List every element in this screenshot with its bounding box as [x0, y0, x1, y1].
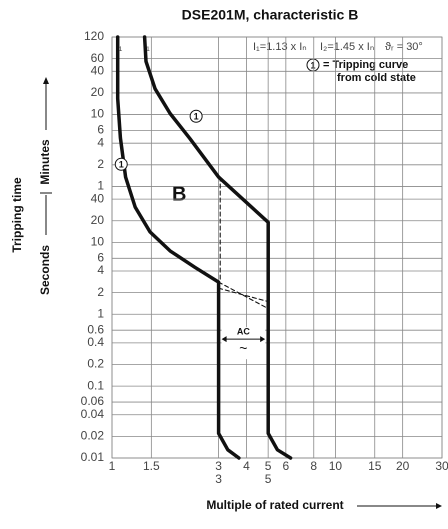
note-symbol-text: 1: [310, 60, 315, 70]
x-axis-label: Multiple of rated current: [206, 498, 343, 512]
y-tick-label: 4: [97, 135, 104, 149]
y-tick-label: 40: [91, 191, 105, 205]
x-limit-label: 5: [265, 472, 272, 486]
curve-marker-label: 1: [119, 160, 124, 170]
x-tick-label: 4: [243, 459, 250, 473]
curve-marker: [114, 157, 128, 171]
y-tick-label: 20: [91, 213, 105, 227]
dashed-curve: [218, 287, 269, 303]
y-tick-label: 0.1: [87, 378, 104, 392]
dashed-curve: [218, 281, 269, 310]
y-unit-seconds: Seconds: [38, 245, 52, 295]
x-tick-label: 1.5: [143, 459, 160, 473]
curve-marker-label: 1: [194, 112, 199, 122]
y-tick-label: 20: [91, 85, 105, 99]
y-axis-label: Tripping time: [10, 177, 24, 253]
note-text: from cold state: [337, 72, 416, 84]
ac-background: [221, 327, 266, 360]
y-tick-label: 0.06: [81, 394, 105, 408]
y-unit-minutes: Minutes: [38, 139, 52, 185]
y-tick-label: 0.01: [81, 450, 105, 464]
condition: I₁=1.13 x Iₙ: [253, 41, 307, 53]
x-tick-label: 5: [265, 459, 272, 473]
x-tick-label: 20: [396, 459, 410, 473]
y-tick-label: 0.6: [87, 322, 104, 336]
trip-curve: [142, 35, 293, 460]
y-tick-label: 120: [84, 29, 104, 43]
chart-title: DSE201M, characteristic B: [182, 7, 359, 23]
y-tick-label: 10: [91, 107, 105, 121]
note-text: = Tripping curve: [323, 59, 408, 71]
trip-curve: [115, 35, 241, 460]
curve-label: B: [172, 183, 186, 205]
x-tick-label: 6: [283, 459, 290, 473]
y-tick-label: 0.4: [87, 335, 104, 349]
y-tick-label: 6: [97, 123, 104, 137]
y-tick-label: 2: [97, 285, 104, 299]
y-tick-label: 4: [97, 263, 104, 277]
y-tick-label: 1: [97, 306, 104, 320]
x-tick-label: 15: [368, 459, 382, 473]
curve-marker: [189, 109, 203, 123]
y-tick-label: 6: [97, 250, 104, 264]
condition: ϑᵣ = 30°: [385, 41, 423, 53]
x-tick-label: 1: [109, 459, 116, 473]
x-limit-label: 3: [215, 472, 222, 486]
y-tick-label: 60: [91, 51, 105, 65]
ac-symbol: ~: [239, 340, 247, 356]
ac-arrow-head: [221, 336, 266, 343]
y-tick-label: 10: [91, 235, 105, 249]
plot-frame: [111, 36, 443, 459]
x-tick-label: 3: [215, 459, 222, 473]
y-tick-label: 0.04: [81, 407, 105, 421]
y-tick-label: 0.02: [81, 429, 105, 443]
x-tick-label: 8: [310, 459, 317, 473]
y-tick-label: 40: [91, 63, 105, 77]
y-tick-label: 2: [97, 157, 104, 171]
condition: I₂=1.45 x Iₙ: [320, 41, 374, 53]
ac-label: AC: [237, 327, 250, 337]
x-tick-label: 10: [329, 459, 343, 473]
y-tick-label: 0.2: [87, 357, 104, 371]
x-arrow-head: [436, 503, 442, 509]
x-tick-label: 30: [435, 459, 448, 473]
y-tick-label: 1: [97, 179, 104, 193]
y-arrow-head: [43, 77, 49, 84]
